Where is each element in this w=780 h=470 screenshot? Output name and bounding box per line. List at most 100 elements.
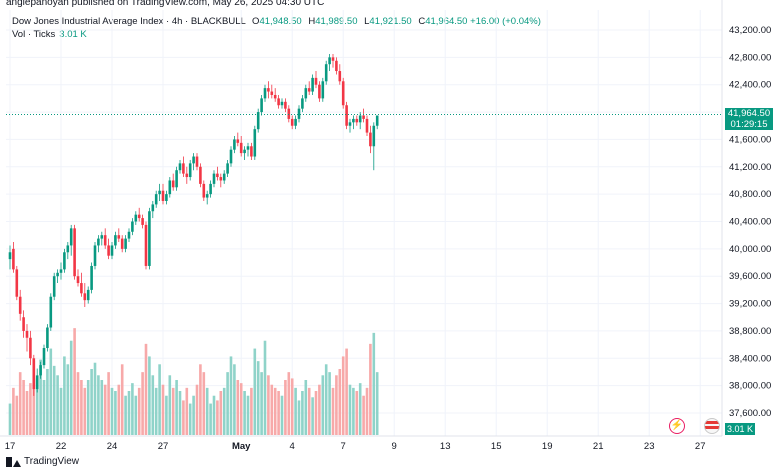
- candle: [270, 84, 274, 99]
- last-price-value: 41,964.50: [727, 108, 771, 119]
- candle: [117, 228, 121, 243]
- candle: [107, 238, 110, 260]
- volume-bar: [25, 391, 29, 435]
- lightning-bolt-icon[interactable]: ⚡: [669, 418, 685, 434]
- volume-bar: [165, 395, 168, 435]
- candle-body: [236, 139, 240, 143]
- volume-bar: [273, 387, 277, 435]
- volume-bar: [18, 372, 22, 435]
- volume-value: 3.01 K: [59, 29, 87, 40]
- candle-body: [352, 118, 355, 123]
- low-value: 41,921.50: [369, 16, 412, 27]
- candle-body: [35, 375, 39, 390]
- candle-body: [199, 166, 202, 184]
- candle: [110, 242, 114, 260]
- candle-body: [90, 265, 93, 290]
- price-tick-label: 41,600.00: [729, 134, 771, 145]
- candle-body: [171, 180, 175, 188]
- candle-body: [246, 146, 250, 150]
- candle-body: [127, 231, 131, 239]
- candle: [345, 101, 348, 130]
- volume-bar: [307, 387, 311, 435]
- price-tick-label: 43,200.00: [729, 25, 771, 36]
- volume-bar: [8, 403, 12, 435]
- change-value: +16.00 (+0.04%): [470, 16, 541, 27]
- candle-body: [192, 156, 195, 164]
- candle: [171, 173, 175, 191]
- chart-grid: [0, 0, 723, 437]
- candle-body: [32, 358, 36, 390]
- candle-body: [49, 296, 53, 328]
- volume-bar: [362, 395, 365, 435]
- candle-body: [270, 91, 274, 95]
- candle-body: [263, 88, 267, 99]
- candle: [314, 71, 318, 89]
- candle-body: [365, 118, 369, 133]
- candle-body: [59, 269, 63, 273]
- candle: [284, 98, 287, 113]
- volume-bar: [284, 380, 287, 435]
- candle-body: [229, 149, 233, 164]
- candle-body: [120, 238, 124, 249]
- candle: [318, 81, 321, 102]
- volume-bar: [260, 372, 263, 435]
- candle: [280, 98, 284, 109]
- candle-body: [46, 327, 49, 349]
- volume-bar: [39, 359, 42, 435]
- volume-bar: [372, 332, 376, 435]
- low-label: L: [364, 16, 370, 27]
- candle: [131, 218, 134, 236]
- candle-body: [188, 163, 192, 178]
- bar-countdown: 01:29:15: [730, 118, 768, 130]
- symbol-title[interactable]: Dow Jones Industrial Average Index · 4h …: [12, 16, 246, 27]
- candle-body: [345, 105, 348, 126]
- candle: [185, 166, 189, 184]
- candle: [127, 228, 131, 243]
- candle-body: [52, 276, 56, 297]
- price-tick-label: 42,800.00: [729, 52, 771, 63]
- close-value: 41,964.50: [425, 16, 468, 27]
- volume-bar: [52, 365, 56, 435]
- candle: [369, 125, 372, 154]
- volume-bar: [29, 383, 32, 435]
- candle-body: [175, 170, 178, 188]
- candle-body: [168, 180, 172, 195]
- candle-body: [18, 296, 22, 314]
- candle: [148, 207, 151, 270]
- candle: [287, 105, 291, 123]
- candle: [321, 77, 325, 102]
- candle: [154, 190, 158, 208]
- candle-body: [369, 132, 372, 147]
- price-tick-label: 41,200.00: [729, 162, 771, 173]
- candle: [365, 115, 369, 137]
- footer-brand[interactable]: TradingView: [6, 456, 79, 467]
- volume-bar: [192, 395, 195, 435]
- candle-body: [205, 194, 209, 198]
- candle: [8, 245, 12, 270]
- volume-bar: [318, 384, 321, 435]
- candle: [100, 231, 104, 246]
- open-label: O: [252, 16, 260, 27]
- candle: [199, 163, 202, 188]
- open-value: 41,948.50: [259, 16, 302, 27]
- volume-bar: [267, 375, 270, 435]
- time-tick-label: 7: [341, 441, 346, 452]
- volume-bar: [202, 372, 206, 435]
- us-flag-icon[interactable]: [704, 418, 720, 434]
- volume-bar: [324, 364, 328, 435]
- volume-bar: [56, 375, 59, 435]
- candle: [250, 142, 253, 160]
- candle-body: [103, 235, 107, 246]
- time-tick-label: 19: [542, 441, 553, 452]
- volume-bar: [63, 356, 66, 435]
- candle-body: [63, 252, 66, 270]
- candle: [205, 190, 209, 205]
- volume-bar: [219, 391, 223, 435]
- candle: [25, 324, 29, 352]
- candle-body: [114, 235, 117, 246]
- volume-label[interactable]: Vol · Ticks: [12, 29, 56, 40]
- candle-body: [277, 98, 280, 106]
- volume-bar: [222, 387, 226, 435]
- candle: [161, 183, 165, 205]
